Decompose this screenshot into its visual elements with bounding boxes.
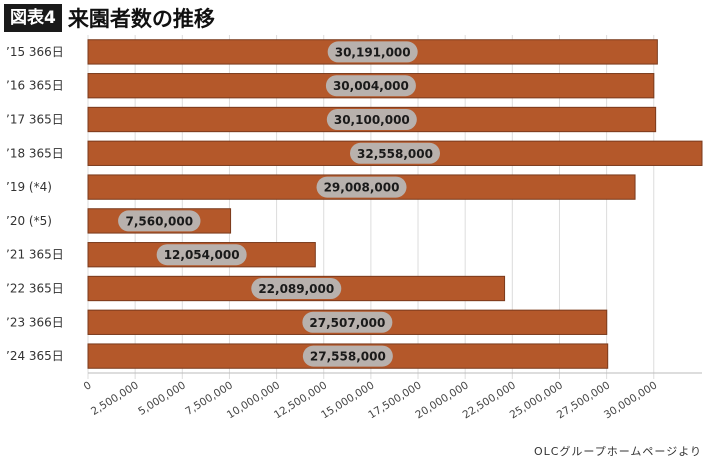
data-label: 7,560,000 — [125, 214, 193, 228]
chart-title: 来園者数の推移 — [67, 7, 215, 31]
category-label: ’19 (*4) — [6, 180, 52, 194]
data-label-pill — [326, 109, 417, 130]
data-label-pill — [118, 210, 201, 232]
source-note: OLCグループホームページより — [533, 445, 702, 458]
data-label-pill — [325, 75, 416, 97]
category-label: ’17 365日 — [6, 113, 64, 127]
data-label-pill — [350, 142, 440, 164]
data-label: 30,004,000 — [333, 79, 409, 93]
data-label-pill — [302, 345, 393, 367]
data-label: 29,008,000 — [324, 181, 400, 195]
category-label: ’21 365日 — [6, 248, 64, 262]
category-label: ’23 366日 — [6, 315, 64, 329]
data-label-pill — [251, 278, 342, 299]
category-label: ’20 (*5) — [6, 214, 52, 228]
data-label: 32,558,000 — [357, 147, 433, 161]
data-label-pill — [327, 41, 418, 63]
data-label-pill — [316, 176, 407, 198]
x-tick-label: 0 — [82, 379, 94, 393]
category-label: ’16 365日 — [6, 79, 64, 93]
data-label: 22,089,000 — [258, 282, 334, 296]
data-label-pill — [302, 311, 393, 333]
chart-header: 図表4 来園者数の推移 — [4, 3, 215, 33]
x-tick-label: 2,500,000 — [89, 379, 141, 418]
data-label-pill — [156, 244, 247, 266]
data-label: 12,054,000 — [164, 248, 240, 262]
category-label: ’24 365日 — [6, 349, 64, 363]
data-label: 27,558,000 — [310, 350, 386, 364]
x-tick-label: 5,000,000 — [136, 379, 188, 418]
data-label: 30,100,000 — [334, 113, 410, 127]
data-label: 27,507,000 — [309, 316, 385, 330]
figure-badge: 図表4 — [4, 4, 62, 32]
category-label: ’22 365日 — [6, 282, 64, 296]
category-label: ’15 366日 — [6, 45, 64, 59]
category-label: ’18 365日 — [6, 146, 64, 160]
x-tick-label: 30,000,000 — [602, 379, 659, 421]
data-label: 30,191,000 — [335, 45, 411, 59]
